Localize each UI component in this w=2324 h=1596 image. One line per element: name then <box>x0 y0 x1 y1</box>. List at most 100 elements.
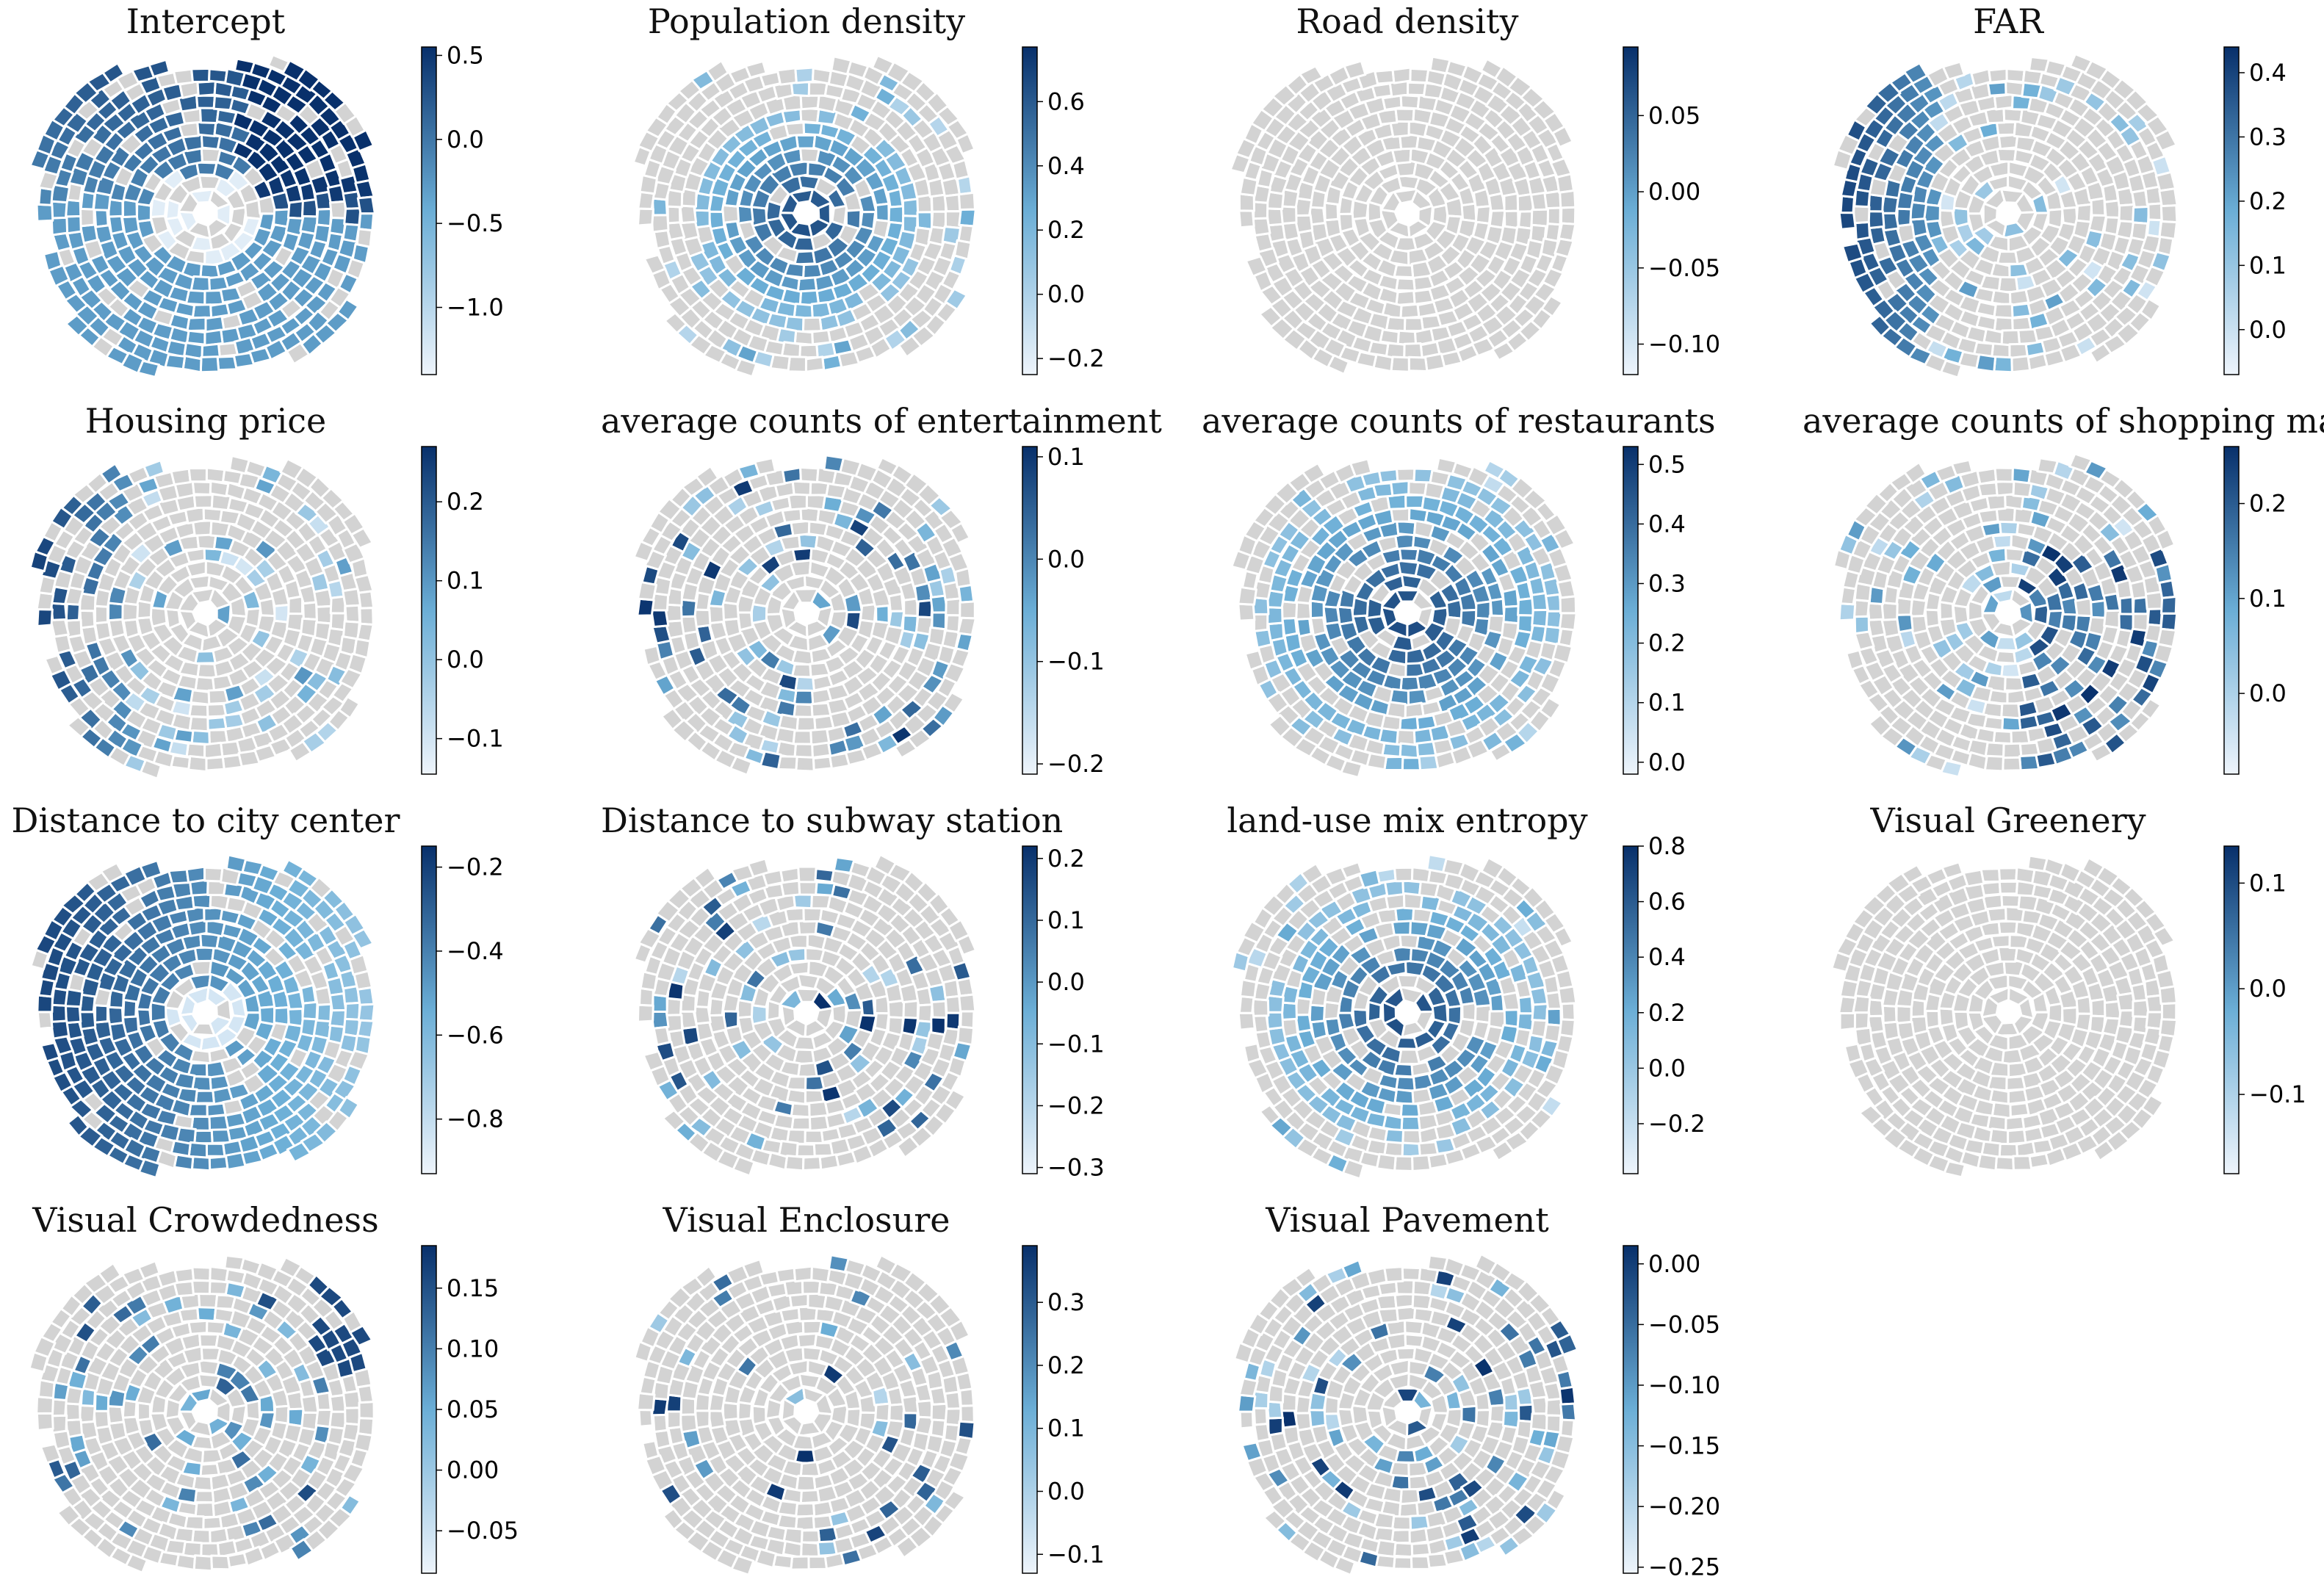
colorbar-gradient <box>1022 447 1037 774</box>
district-polygon <box>53 233 71 251</box>
district-polygon <box>2006 1116 2024 1130</box>
district-polygon <box>358 988 374 1005</box>
district-polygon <box>1395 1089 1413 1105</box>
district-polygon <box>1239 194 1254 211</box>
panel-title: FAR <box>1802 1 2214 41</box>
district-polygon <box>138 1403 151 1420</box>
district-polygon <box>171 469 190 485</box>
district-polygon <box>1982 522 2001 536</box>
district-polygon <box>2159 580 2175 598</box>
colorbar-tick-label: −0.1 <box>447 725 504 753</box>
district-polygon <box>695 210 710 228</box>
colorbar-tick-label: 0.1 <box>447 567 484 595</box>
colorbar-tick-label: 0.0 <box>1047 968 1085 996</box>
district-polygon <box>760 751 781 770</box>
colorbar-tick-label: 0.00 <box>1648 178 1700 206</box>
district-polygon <box>795 676 815 691</box>
panel-title: Intercept <box>0 1 411 41</box>
colorbar-gradient <box>2224 447 2239 774</box>
district-polygon <box>201 1464 219 1476</box>
district-polygon <box>1839 997 1856 1014</box>
district-polygon <box>1996 1157 2013 1171</box>
colorbar-gradient <box>1623 47 1638 375</box>
colorbar: 0.80.60.40.20.0−0.2 <box>1617 843 1783 1181</box>
district-polygon <box>201 357 219 372</box>
colorbar-gradient <box>2224 846 2239 1174</box>
colorbar-tick-label: 0.2 <box>1648 999 1686 1027</box>
panel-title: Visual Crowdedness <box>0 1200 411 1240</box>
district-polygon <box>1401 304 1419 318</box>
district-polygon <box>192 68 209 82</box>
district-polygon <box>1406 495 1424 508</box>
colorbar-gradient <box>422 47 436 375</box>
colorbar-tick-label: 0.4 <box>1047 152 1085 180</box>
district-polygon <box>709 606 723 624</box>
district-polygon <box>653 994 667 1011</box>
colorbar-tick-label: 0.2 <box>1047 216 1085 244</box>
district-polygon <box>1999 1144 2017 1157</box>
colorbar-tick-label: −0.05 <box>1648 254 1720 282</box>
district-polygon <box>903 1001 918 1019</box>
district-polygon <box>1254 202 1268 219</box>
district-polygon <box>209 1157 228 1170</box>
district-polygon <box>1560 596 1576 613</box>
district-polygon <box>2020 755 2039 770</box>
district-polygon <box>959 192 975 209</box>
district-polygon <box>1351 459 1371 477</box>
district-polygon <box>1868 603 1883 620</box>
colorbar-tick-label: −0.2 <box>1047 344 1105 372</box>
choropleth-map <box>623 843 990 1188</box>
colorbar-tick-label: 0.0 <box>1648 748 1686 776</box>
colorbar-tick-label: 0.2 <box>2249 490 2287 518</box>
district-polygon <box>317 1393 331 1410</box>
district-polygon <box>1396 291 1415 306</box>
district-polygon <box>192 1157 209 1171</box>
district-polygon <box>1911 1000 1924 1017</box>
district-polygon <box>1999 868 2017 881</box>
colorbar-tick-label: 0.0 <box>2249 316 2287 344</box>
district-polygon <box>755 458 776 475</box>
district-polygon <box>2002 717 2021 731</box>
district-polygon <box>209 690 228 704</box>
district-polygon <box>1971 69 1991 86</box>
colorbar-tick-label: 0.2 <box>447 488 484 516</box>
district-polygon <box>79 1012 95 1030</box>
colorbar-tick-label: −0.6 <box>447 1021 504 1049</box>
district-polygon <box>792 1117 810 1130</box>
district-polygon <box>1429 1153 1448 1169</box>
district-polygon <box>195 1491 214 1503</box>
district-polygon <box>1991 935 2010 947</box>
district-polygon <box>793 548 811 561</box>
colorbar-tick-label: 0.6 <box>1648 888 1686 916</box>
district-polygon <box>1379 469 1398 483</box>
district-polygon <box>638 209 654 225</box>
district-polygon <box>2012 356 2030 372</box>
colorbar-tick-label: 0.6 <box>1047 87 1085 115</box>
district-polygon <box>1853 206 1869 223</box>
district-polygon <box>317 209 331 226</box>
district-polygon <box>796 135 815 148</box>
district-polygon <box>190 717 208 732</box>
choropleth-map <box>623 44 990 389</box>
district-polygon <box>1401 95 1419 109</box>
district-polygon <box>638 1005 654 1022</box>
district-polygon <box>652 626 671 643</box>
district-polygon <box>876 203 889 221</box>
district-polygon <box>217 356 237 370</box>
district-polygon <box>209 69 228 82</box>
colorbar: 0.20.10.0−0.1−0.2−0.3 <box>1017 843 1182 1181</box>
district-polygon <box>345 605 360 622</box>
district-polygon <box>1238 1013 1255 1030</box>
district-polygon <box>1310 1005 1324 1022</box>
district-polygon <box>794 1036 815 1050</box>
district-polygon <box>1557 174 1574 192</box>
district-polygon <box>1994 95 2013 110</box>
district-polygon <box>187 867 204 882</box>
district-polygon <box>2133 206 2149 223</box>
district-polygon <box>798 867 817 882</box>
colorbar-tick-label: 0.1 <box>2249 585 2287 613</box>
district-polygon <box>889 594 903 612</box>
district-polygon <box>794 704 812 718</box>
district-polygon <box>1988 82 2007 95</box>
